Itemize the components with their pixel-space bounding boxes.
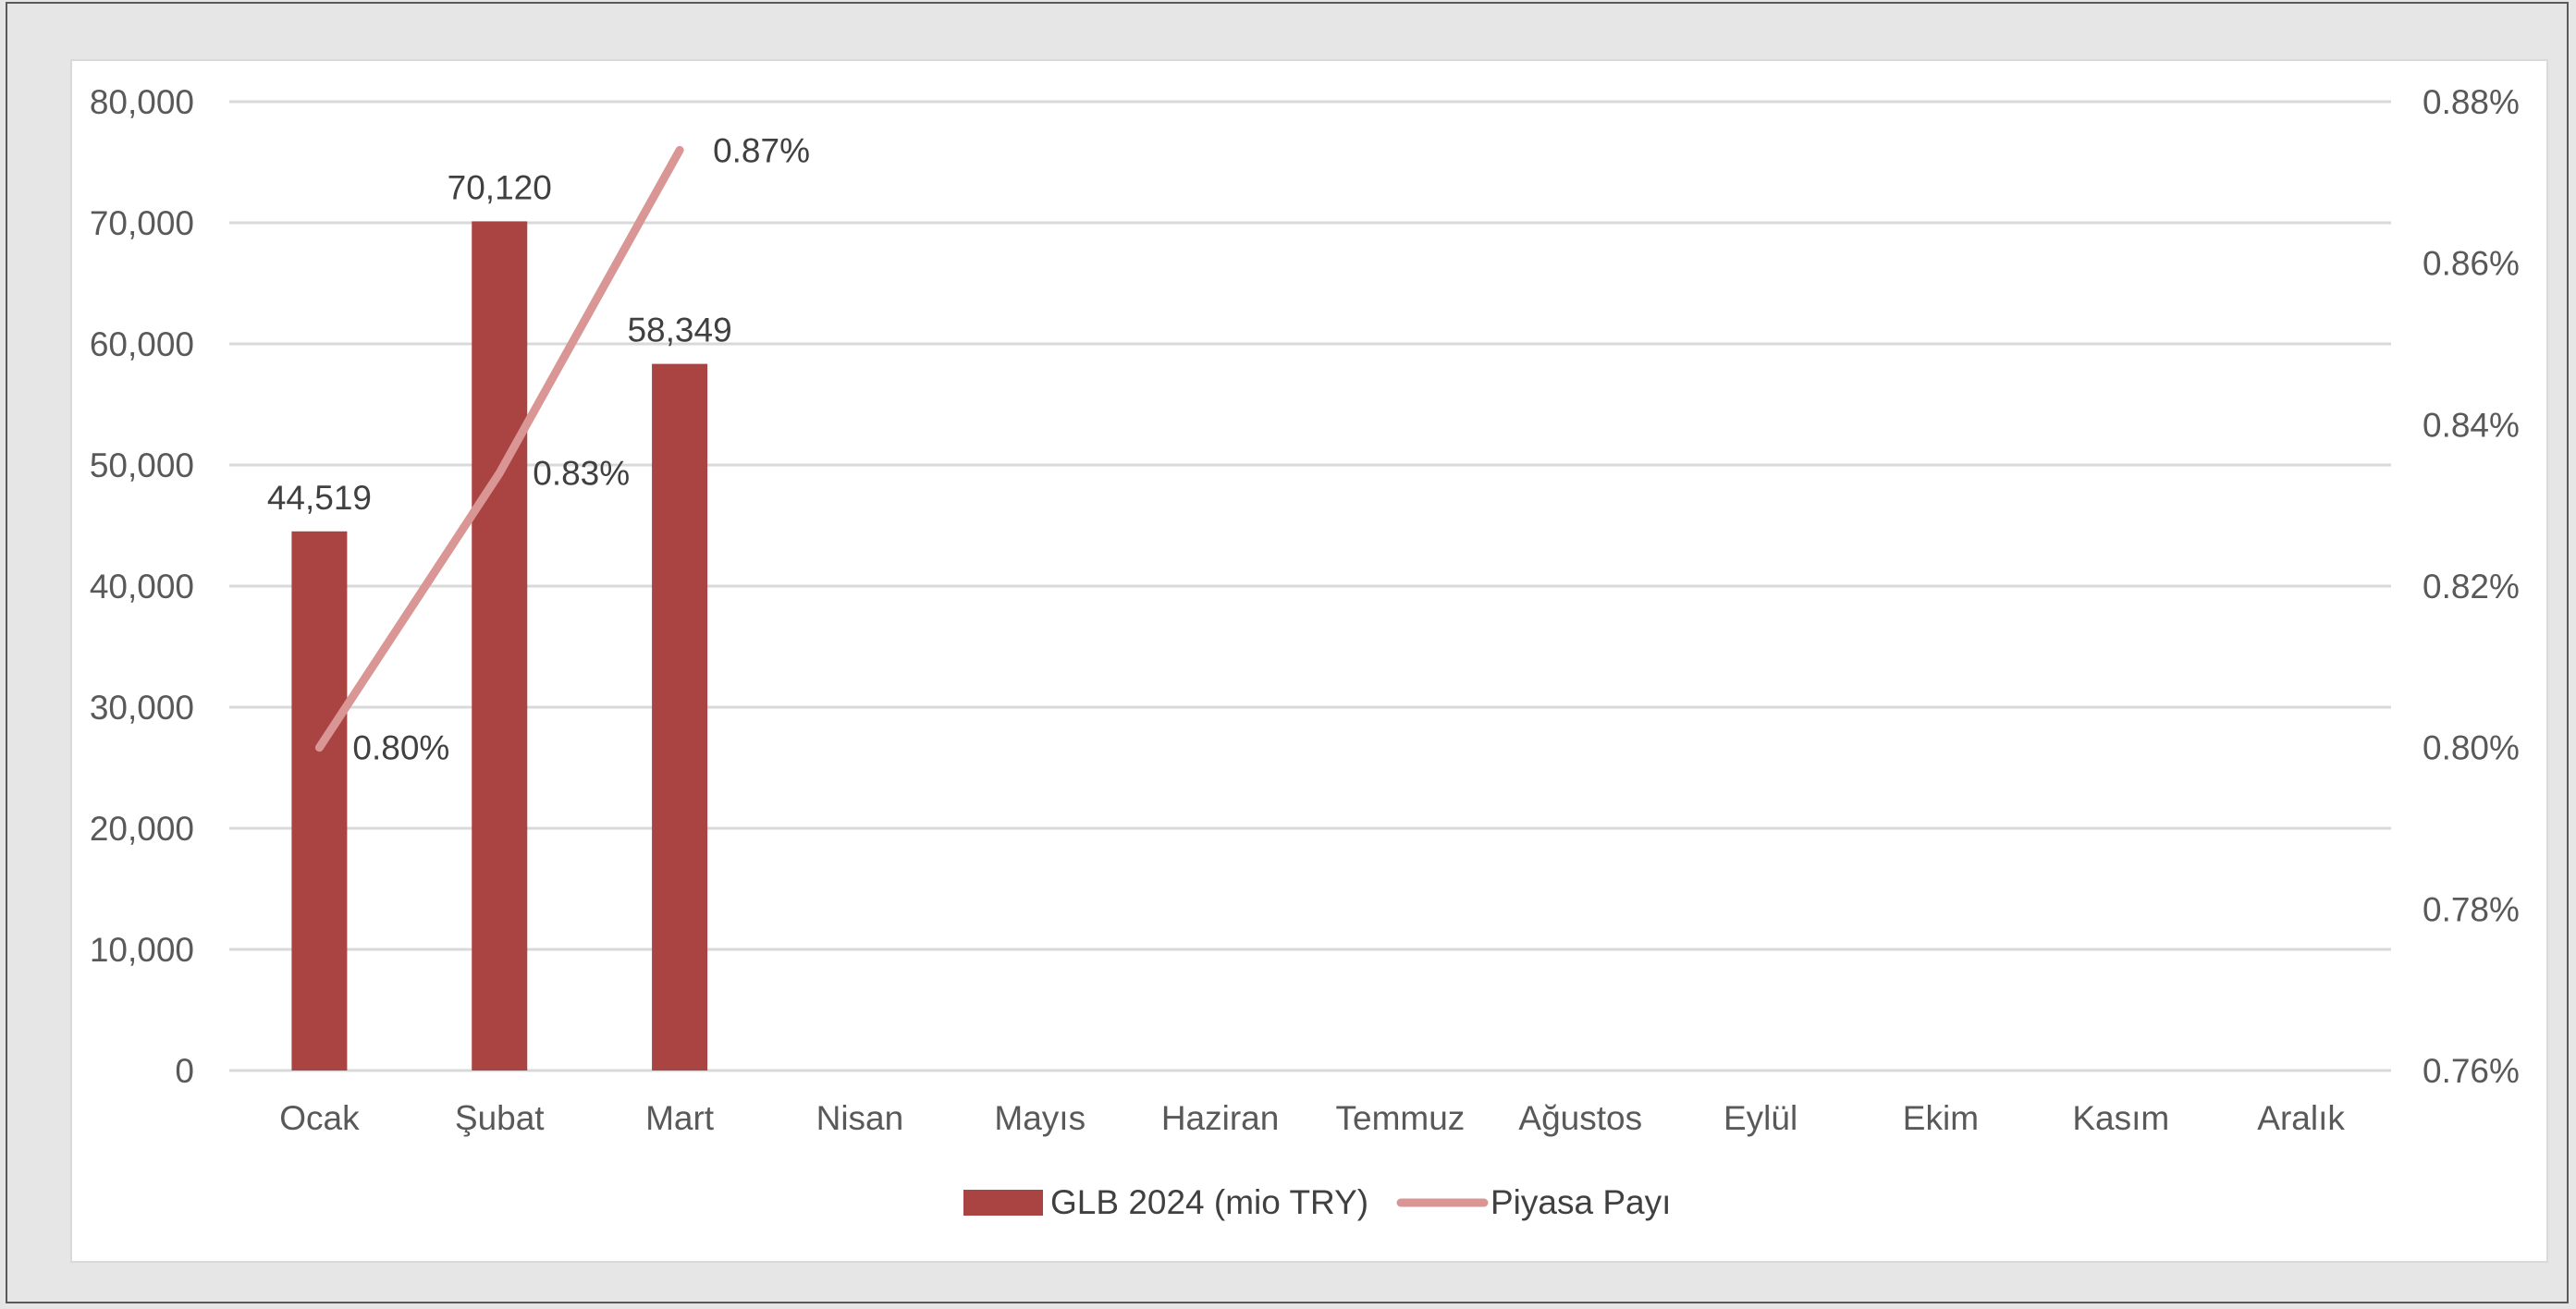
right-tick-label: 0.86% bbox=[2423, 245, 2520, 283]
line-point bbox=[318, 746, 321, 749]
bar-data-label: 70,120 bbox=[448, 168, 552, 206]
x-tick-label: Mart bbox=[645, 1099, 715, 1137]
line-data-label: 0.87% bbox=[713, 131, 810, 169]
left-tick-label: 60,000 bbox=[90, 325, 194, 363]
bar bbox=[652, 363, 708, 1070]
x-tick-label: Nisan bbox=[816, 1099, 904, 1137]
bar-series bbox=[291, 221, 708, 1071]
x-tick-label: Aralık bbox=[2257, 1099, 2345, 1137]
left-tick-label: 30,000 bbox=[90, 689, 194, 727]
legend-label-line: Piyasa Payı bbox=[1490, 1183, 1671, 1221]
right-tick-label: 0.80% bbox=[2423, 729, 2520, 767]
x-tick-label: Ocak bbox=[279, 1099, 360, 1137]
line-point bbox=[498, 471, 501, 474]
bar bbox=[472, 221, 528, 1071]
bar bbox=[291, 531, 348, 1070]
x-tick-label: Kasım bbox=[2072, 1099, 2169, 1137]
legend-swatch-bars bbox=[963, 1190, 1043, 1216]
x-tick-label: Haziran bbox=[1161, 1099, 1280, 1137]
left-tick-label: 70,000 bbox=[90, 204, 194, 242]
data-labels: 44,519 70,120 58,349 0.80% 0.83% 0.87% bbox=[267, 131, 810, 766]
right-axis: 0.76% 0.78% 0.80% 0.82% 0.84% 0.86% 0.88% bbox=[2423, 83, 2520, 1090]
x-tick-label: Mayıs bbox=[994, 1099, 1086, 1137]
left-tick-label: 10,000 bbox=[90, 931, 194, 969]
left-tick-label: 40,000 bbox=[90, 568, 194, 606]
right-tick-label: 0.78% bbox=[2423, 890, 2520, 928]
line-data-label: 0.83% bbox=[533, 455, 630, 493]
left-axis: 0 10,000 20,000 30,000 40,000 50,000 60,000 70,… bbox=[90, 83, 194, 1090]
right-tick-label: 0.84% bbox=[2423, 406, 2520, 444]
x-tick-label: Ağustos bbox=[1518, 1099, 1642, 1137]
x-tick-label: Şubat bbox=[455, 1099, 545, 1137]
bar-data-label: 44,519 bbox=[267, 479, 372, 517]
gridlines bbox=[229, 100, 2391, 1072]
right-tick-label: 0.76% bbox=[2423, 1052, 2520, 1090]
x-tick-label: Eylül bbox=[1723, 1099, 1797, 1137]
x-tick-label: Ekim bbox=[1903, 1099, 1979, 1137]
bar-data-label: 58,349 bbox=[627, 312, 731, 349]
legend: GLB 2024 (mio TRY) Piyasa Payı bbox=[963, 1183, 1671, 1221]
left-tick-label: 80,000 bbox=[90, 83, 194, 121]
line-point bbox=[679, 149, 681, 152]
left-tick-label: 50,000 bbox=[90, 447, 194, 484]
right-tick-label: 0.82% bbox=[2423, 568, 2520, 606]
line-data-label: 0.80% bbox=[352, 729, 449, 767]
line-series bbox=[314, 145, 684, 752]
left-tick-label: 20,000 bbox=[90, 810, 194, 848]
left-tick-label: 0 bbox=[175, 1052, 194, 1090]
right-tick-label: 0.88% bbox=[2423, 83, 2520, 121]
legend-label-bars: GLB 2024 (mio TRY) bbox=[1050, 1183, 1368, 1221]
x-axis: Ocak Şubat Mart Nisan Mayıs Haziran Temmuz Ağus… bbox=[279, 1099, 2345, 1137]
x-tick-label: Temmuz bbox=[1336, 1099, 1466, 1137]
